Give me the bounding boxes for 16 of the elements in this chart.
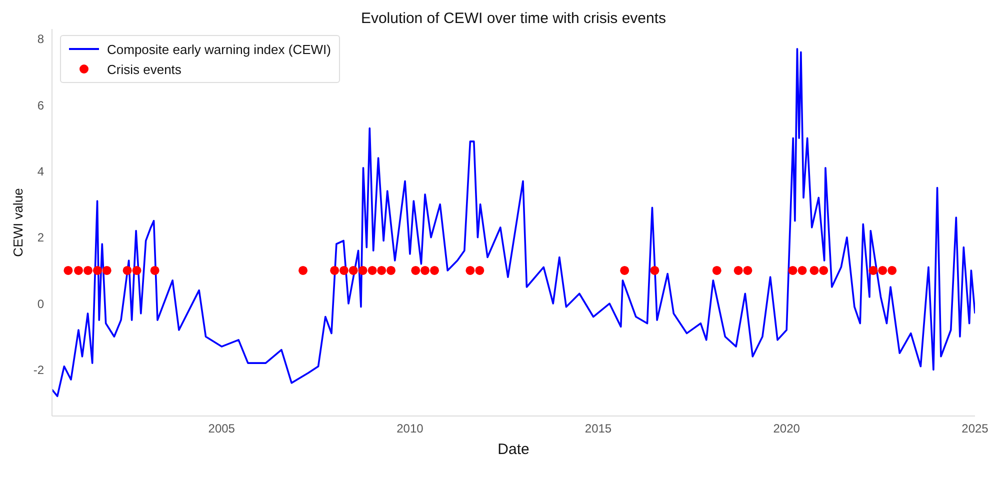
y-tick-label: 4 (37, 164, 44, 178)
y-tick-label: 0 (37, 296, 44, 311)
x-tick-label: 2010 (396, 422, 424, 436)
x-tick-label: 2020 (773, 422, 800, 436)
chart-title: Evolution of CEWI over time with crisis events (360, 10, 668, 27)
y-tick-label: 2 (37, 230, 44, 245)
y-tick-label: -2 (33, 362, 44, 377)
x-tick-label: 2025 (962, 422, 989, 436)
x-tick-label: 2005 (208, 422, 236, 436)
legend-label: Composite early warning index (CEWI) (107, 42, 331, 56)
x-axis-title: Date (498, 441, 530, 458)
y-tick-label: 8 (37, 32, 44, 46)
y-axis-title: CEWI value (10, 188, 26, 257)
y-tick-label: 6 (37, 98, 44, 112)
x-tick-label: 2015 (584, 422, 612, 436)
legend-label: Crisis events (107, 62, 182, 76)
